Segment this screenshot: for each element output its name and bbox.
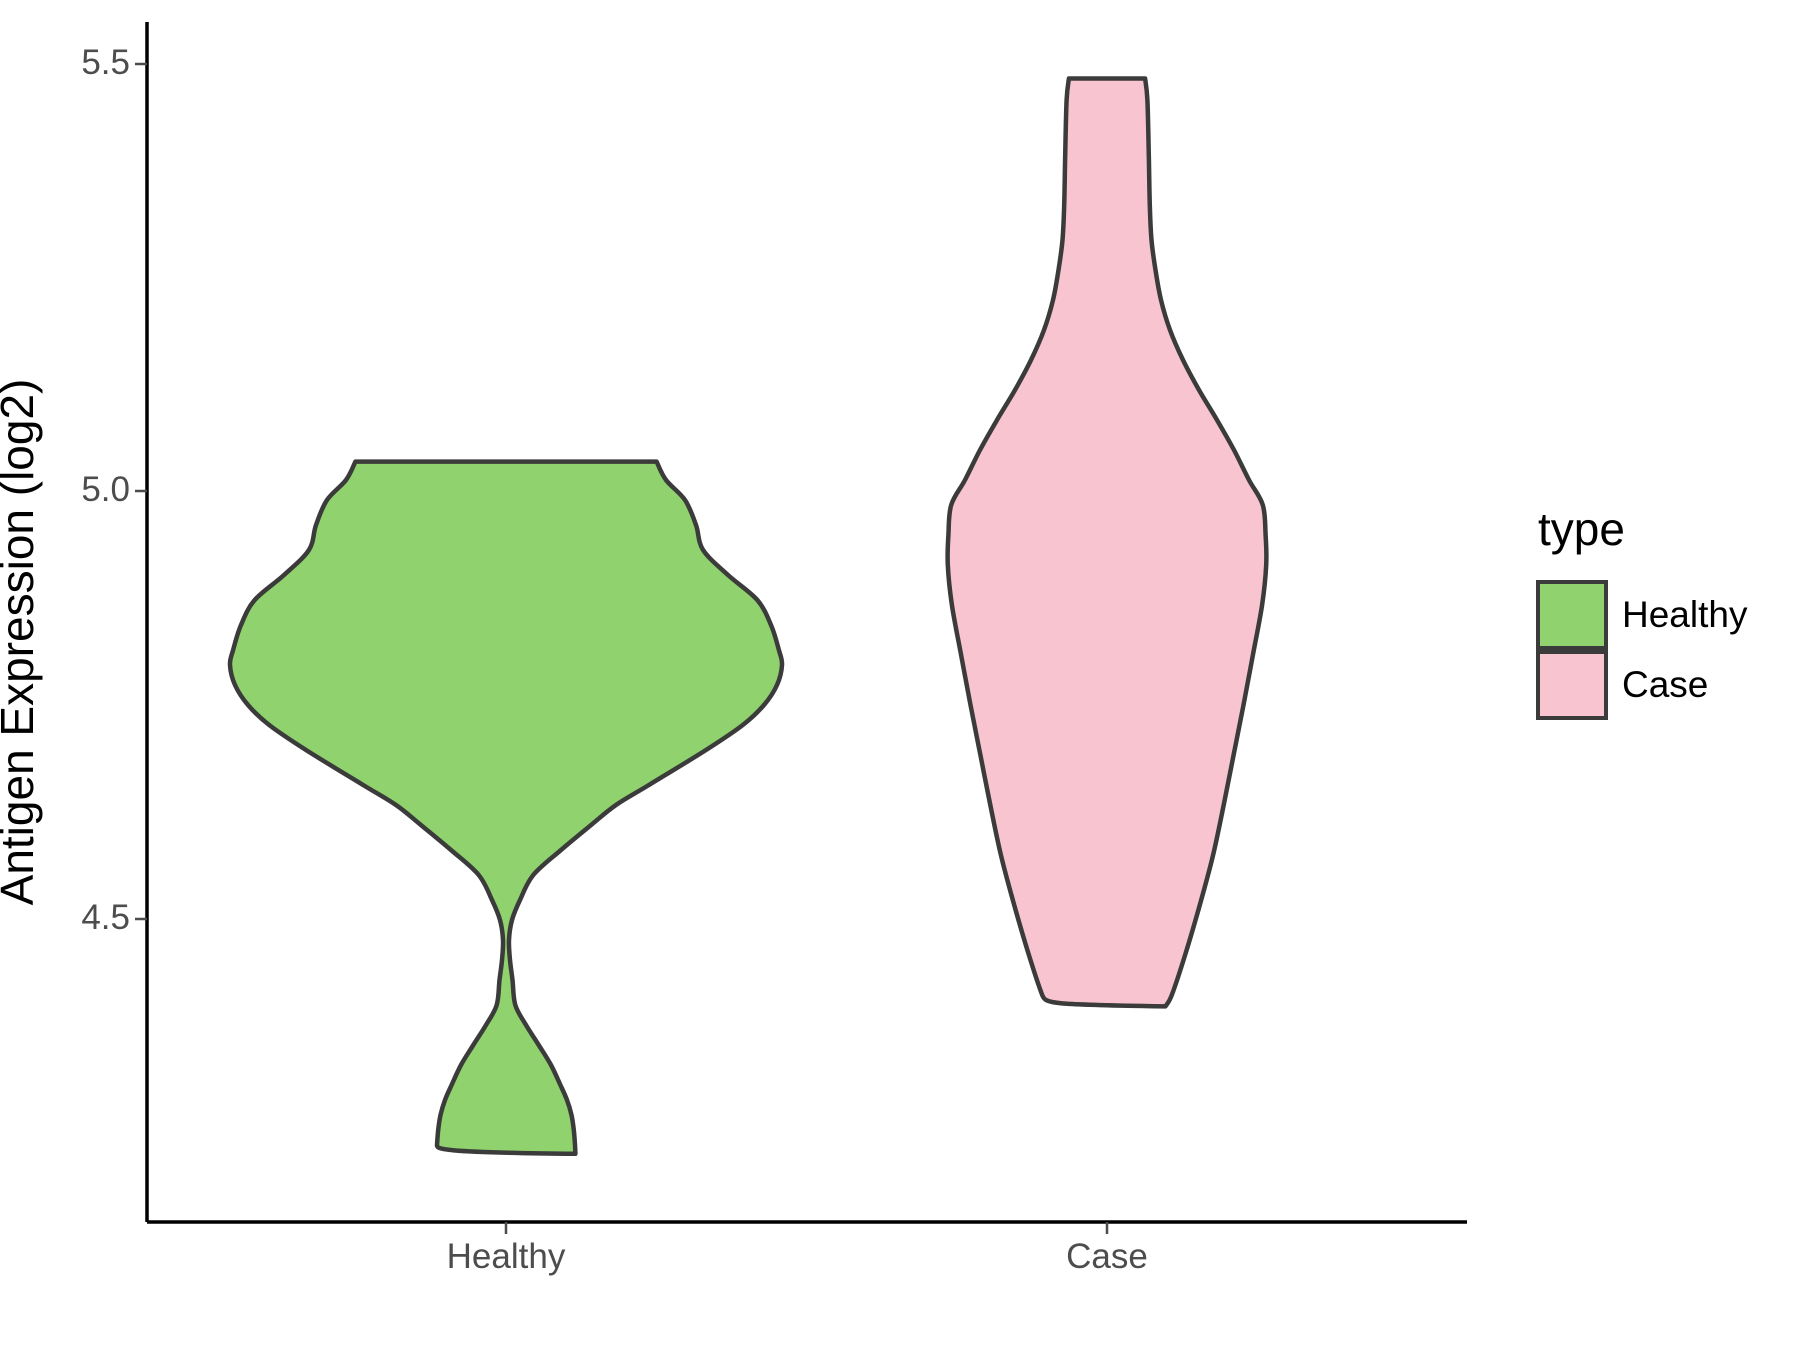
svg-text:Case: Case [1622,664,1708,705]
svg-text:Antigen Expression (log2): Antigen Expression (log2) [0,379,43,906]
svg-text:Case: Case [1066,1237,1148,1276]
svg-text:5.0: 5.0 [81,470,130,509]
svg-text:5.5: 5.5 [81,43,130,82]
svg-text:type: type [1538,503,1625,555]
svg-text:4.5: 4.5 [81,898,130,937]
svg-text:Healthy: Healthy [447,1237,566,1276]
svg-text:Healthy: Healthy [1622,594,1748,635]
